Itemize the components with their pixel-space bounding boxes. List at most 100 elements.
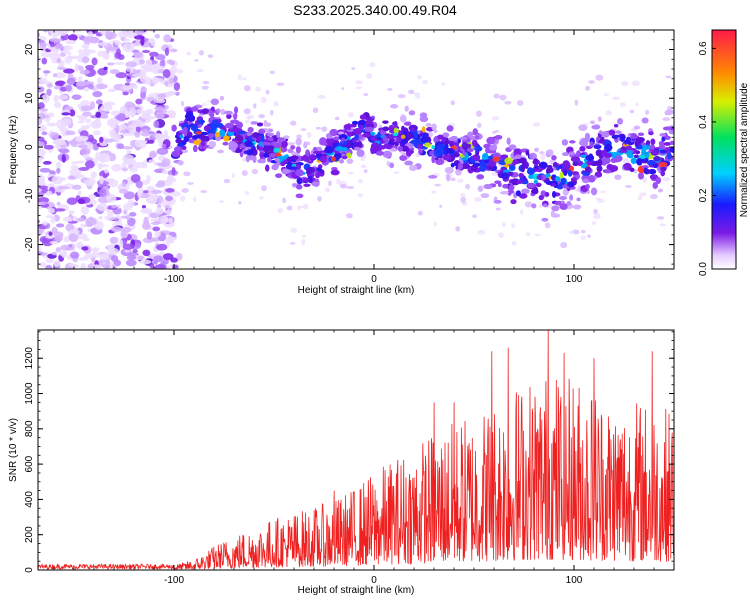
heatmap-cell	[289, 166, 298, 170]
heatmap-cell	[290, 120, 297, 126]
snr-y-tick-label: 0	[24, 567, 35, 573]
heatmap-cell	[107, 31, 117, 40]
heatmap-cell	[110, 226, 122, 233]
heatmap-cell	[273, 100, 279, 107]
heatmap-cell	[122, 243, 135, 250]
colorbar-tick-label: 0.6	[698, 41, 709, 55]
colorbar-gradient	[711, 29, 737, 270]
heatmap-cell	[325, 137, 334, 145]
heatmap-cell	[425, 123, 432, 127]
heatmap-cell	[401, 145, 409, 152]
heatmap-cell	[546, 169, 551, 174]
heatmap-cell	[122, 91, 129, 96]
heatmap-cell	[664, 135, 671, 140]
heatmap-cell	[106, 62, 115, 66]
heatmap-cell	[156, 147, 169, 155]
heatmap-cell	[107, 88, 116, 93]
heatmap-cell	[531, 203, 537, 209]
heatmap-cell	[403, 122, 410, 126]
heatmap-cell	[585, 183, 590, 190]
heatmap-cell	[99, 252, 111, 261]
heatmap-cell	[518, 157, 527, 164]
heatmap-cell	[52, 73, 58, 78]
heatmap-cell	[258, 196, 264, 200]
heatmap-cell	[559, 171, 564, 179]
heatmap-cell	[541, 217, 549, 222]
heatmap-cell	[645, 151, 650, 159]
heatmap-cell	[642, 177, 648, 183]
heatmap-cell	[515, 190, 521, 197]
heatmap-cell	[273, 147, 281, 153]
heatmap-cell	[315, 126, 322, 130]
heatmap-cell	[514, 154, 522, 159]
heatmap-cell	[157, 93, 167, 98]
heatmap-cell	[578, 124, 588, 131]
heatmap-cell	[283, 155, 287, 160]
snr-y-label: SNR (10 * v/v)	[8, 418, 19, 482]
heatmap-cell	[476, 174, 485, 180]
heatmap-cell	[516, 179, 523, 185]
heatmap-cell	[589, 141, 594, 148]
heatmap-cell	[267, 156, 272, 163]
heatmap-cell	[545, 173, 551, 178]
heatmap-cell	[238, 200, 242, 205]
heatmap-cell	[141, 49, 151, 54]
heatmap-cell	[346, 131, 353, 136]
heatmap-cell	[527, 183, 536, 189]
heatmap-cell	[401, 138, 409, 145]
heatmap-cell	[65, 39, 77, 45]
heatmap-cell	[589, 120, 596, 125]
heatmap-cell	[142, 128, 148, 134]
heatmap-cell	[622, 158, 629, 165]
heatmap-cell	[57, 66, 67, 70]
heatmap-cell	[68, 210, 76, 214]
spectrogram-y-label: Frequency (Hz)	[8, 116, 19, 185]
heatmap-cell	[150, 221, 161, 225]
heatmap-cell	[617, 118, 624, 125]
heatmap-cell	[551, 205, 560, 212]
heatmap-cell	[406, 149, 414, 155]
heatmap-cell	[570, 156, 581, 163]
heatmap-cell	[153, 260, 158, 265]
heatmap-cell	[257, 159, 266, 164]
heatmap-cell	[117, 184, 124, 191]
heatmap-cell	[544, 191, 550, 197]
heatmap-cell	[45, 257, 54, 264]
heatmap-cell	[511, 159, 519, 165]
heatmap-cell	[450, 177, 456, 182]
heatmap-cell	[290, 145, 296, 150]
heatmap-cell	[511, 240, 517, 246]
heatmap-cell	[154, 92, 160, 100]
heatmap-cell	[560, 241, 568, 249]
heatmap-cell	[41, 57, 48, 65]
heatmap-cell	[173, 82, 181, 91]
heatmap-cell	[252, 155, 257, 163]
heatmap-cell	[275, 173, 283, 178]
heatmap-cell	[493, 199, 502, 204]
heatmap-cell	[72, 184, 82, 190]
heatmap-cell	[145, 108, 154, 115]
heatmap-cell	[167, 174, 174, 181]
heatmap-cell	[312, 150, 323, 155]
heatmap-cell	[182, 126, 188, 134]
heatmap-cell	[38, 141, 45, 148]
heatmap-cell	[155, 111, 165, 120]
heatmap-cell	[259, 151, 265, 158]
heatmap-cell	[243, 108, 251, 115]
snr-y-tick-label: 400	[24, 491, 35, 508]
heatmap-cell	[266, 132, 274, 137]
heatmap-cell	[552, 190, 557, 198]
heatmap-cell	[356, 149, 365, 157]
heatmap-cell	[428, 175, 438, 179]
heatmap-cell	[45, 264, 53, 269]
heatmap-cell	[82, 111, 92, 117]
heatmap-cell	[150, 218, 159, 222]
heatmap-cell	[520, 165, 525, 173]
heatmap-cell	[117, 143, 125, 150]
heatmap-cell	[533, 180, 538, 184]
heatmap-cell	[78, 117, 87, 121]
heatmap-cell	[223, 135, 230, 142]
heatmap-cell	[99, 188, 107, 198]
heatmap-cell	[623, 162, 632, 171]
heatmap-cell	[656, 216, 665, 220]
